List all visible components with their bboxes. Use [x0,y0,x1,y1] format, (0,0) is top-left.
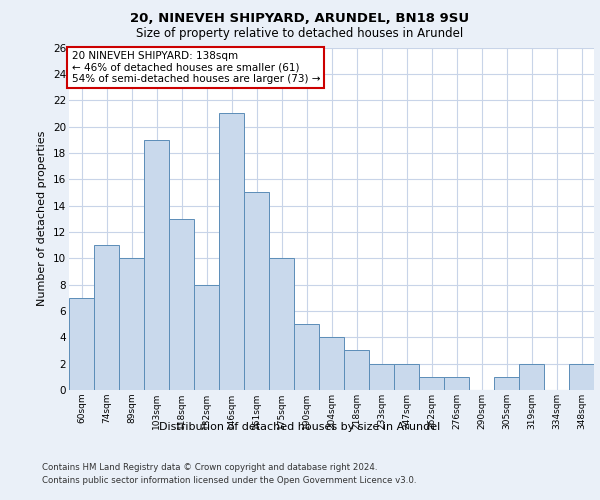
Bar [519,364,544,390]
Bar [394,364,419,390]
Bar [344,350,369,390]
Text: Contains public sector information licensed under the Open Government Licence v3: Contains public sector information licen… [42,476,416,485]
Bar [94,245,119,390]
Bar [369,364,394,390]
Bar [69,298,94,390]
Text: Distribution of detached houses by size in Arundel: Distribution of detached houses by size … [160,422,440,432]
Bar [169,219,194,390]
Bar [194,284,219,390]
Text: 20 NINEVEH SHIPYARD: 138sqm
← 46% of detached houses are smaller (61)
54% of sem: 20 NINEVEH SHIPYARD: 138sqm ← 46% of det… [71,51,320,84]
Text: Size of property relative to detached houses in Arundel: Size of property relative to detached ho… [136,28,464,40]
Bar [244,192,269,390]
Y-axis label: Number of detached properties: Number of detached properties [37,131,47,306]
Bar [294,324,319,390]
Text: 20, NINEVEH SHIPYARD, ARUNDEL, BN18 9SU: 20, NINEVEH SHIPYARD, ARUNDEL, BN18 9SU [130,12,470,26]
Bar [319,338,344,390]
Bar [144,140,169,390]
Bar [444,377,469,390]
Bar [419,377,444,390]
Bar [219,114,244,390]
Bar [269,258,294,390]
Bar [569,364,594,390]
Bar [119,258,144,390]
Bar [494,377,519,390]
Text: Contains HM Land Registry data © Crown copyright and database right 2024.: Contains HM Land Registry data © Crown c… [42,462,377,471]
